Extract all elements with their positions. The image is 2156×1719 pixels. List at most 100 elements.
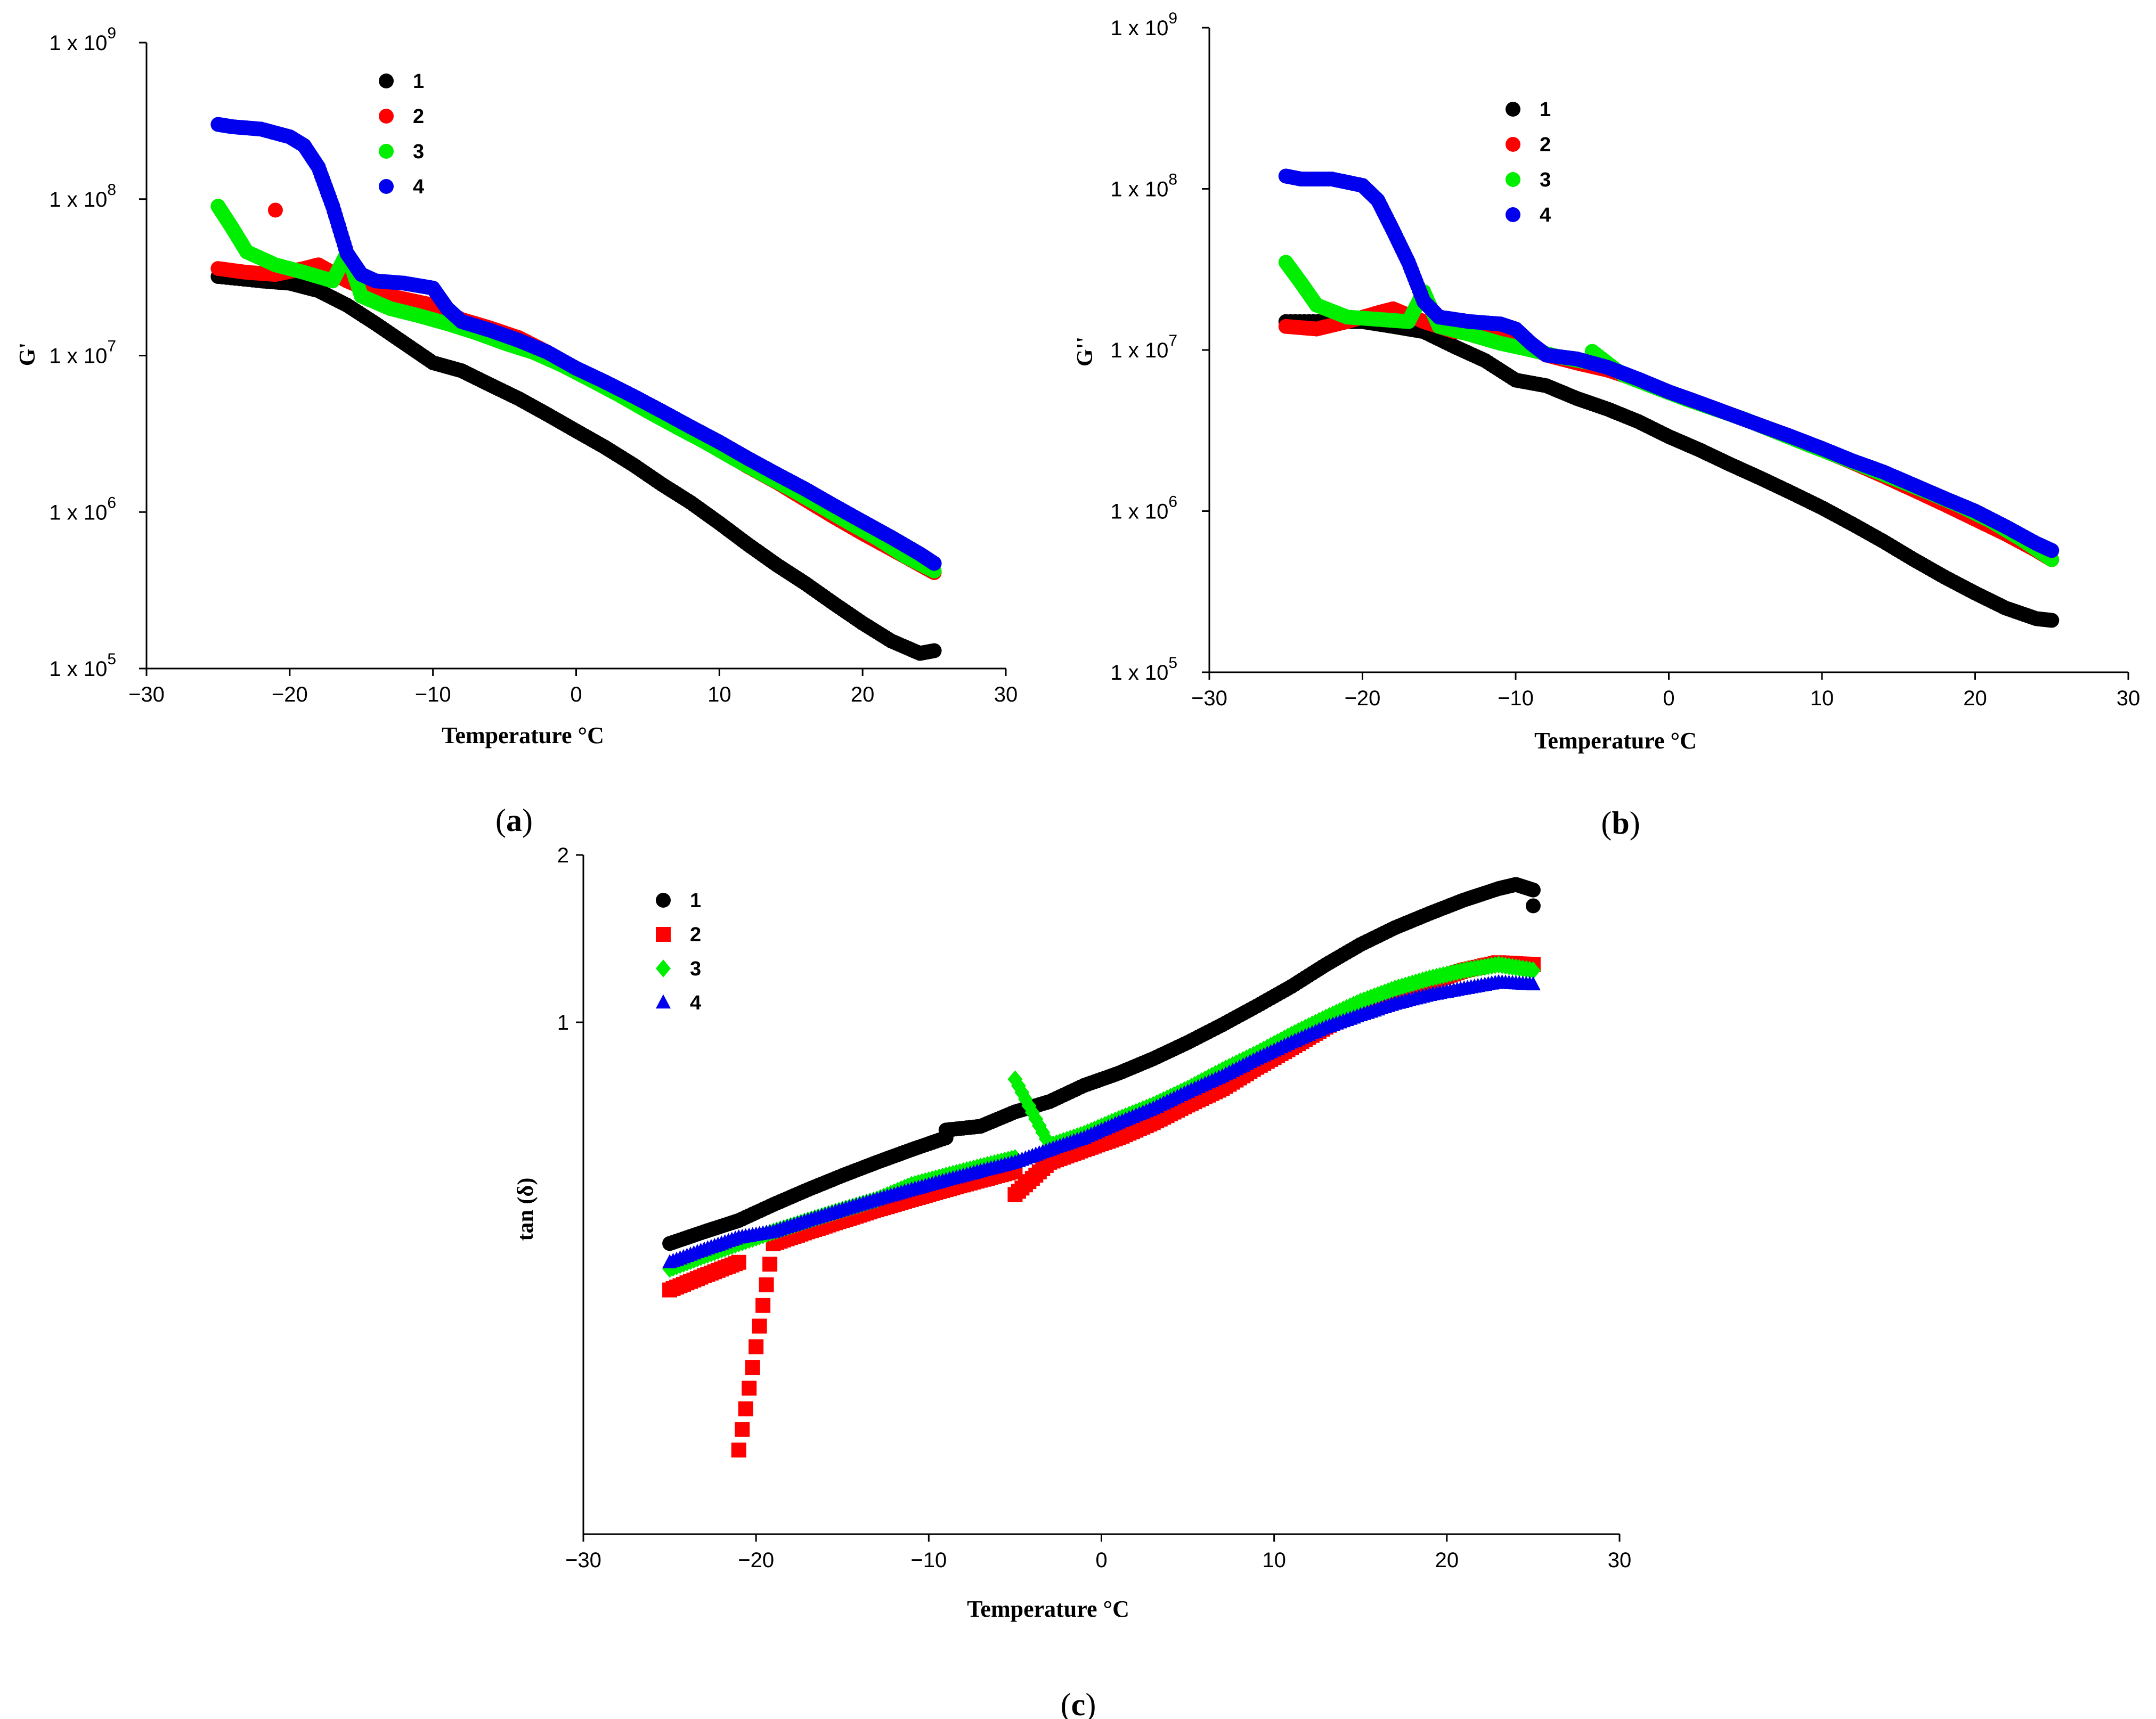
- legend-marker-2: [379, 109, 394, 124]
- y-tick-mantissa: 1 x 10: [1110, 661, 1168, 685]
- legend-marker-1: [379, 74, 394, 88]
- series-4: [210, 117, 942, 571]
- series-1: [662, 877, 1541, 1251]
- caption-a: (a): [495, 803, 533, 838]
- legend-label-1: 1: [690, 890, 701, 912]
- y-axis-label: tan (δ): [514, 1178, 538, 1241]
- point-series-2: [759, 1277, 774, 1292]
- legend-marker-4: [379, 179, 394, 194]
- caption-letter: b: [1612, 805, 1629, 841]
- x-tick-label: −20: [272, 683, 308, 706]
- point-series-2: [745, 1360, 760, 1375]
- x-axis-label: Temperature °C: [967, 1596, 1129, 1622]
- point-series-2: [738, 1401, 753, 1416]
- point-series-1: [1525, 898, 1541, 914]
- y-tick-exponent: 9: [107, 25, 116, 42]
- legend-label-4: 4: [413, 176, 424, 198]
- point-series-1: [1525, 882, 1541, 898]
- x-tick-label: 20: [851, 683, 875, 706]
- y-tick-mantissa: 1 x 10: [49, 501, 107, 524]
- x-tick-label: 20: [1435, 1549, 1459, 1572]
- y-tick-exponent: 9: [1168, 10, 1177, 27]
- x-tick-label: 0: [1095, 1549, 1107, 1572]
- y-axis-label: G': [15, 343, 40, 366]
- y-tick-mantissa: 1 x 10: [1110, 178, 1168, 201]
- x-tick-label: −30: [128, 683, 165, 706]
- x-tick-label: −30: [565, 1549, 601, 1572]
- chart-panel-c: −30 −20 −10 0 10 20 30 1 2 1 2 3 4 Temperature °C tan …: [514, 844, 1631, 1719]
- legend-label-1: 1: [413, 70, 424, 93]
- x-tick-label: 20: [1963, 687, 1987, 710]
- x-tick-label: 30: [994, 683, 1018, 706]
- y-tick-label: 1: [557, 1011, 569, 1034]
- caption-c: (c): [1061, 1687, 1096, 1719]
- caption-letter: c: [1071, 1687, 1086, 1719]
- y-tick-mantissa: 1 x 10: [49, 31, 107, 55]
- caption-close: ): [1630, 805, 1640, 841]
- y-tick-exponent: 7: [1168, 332, 1177, 349]
- caption-open: (: [495, 803, 506, 838]
- y-tick-mantissa: 1 x 10: [49, 345, 107, 368]
- point-series-2: [267, 202, 283, 218]
- y-tick-label: 1 x 106: [1110, 493, 1177, 524]
- legend-marker-3: [1506, 172, 1520, 187]
- point-series-2: [762, 1257, 778, 1272]
- legend-marker-1: [1506, 102, 1520, 117]
- x-axis-label: Temperature °C: [442, 722, 604, 748]
- x-tick-label: −10: [415, 683, 451, 706]
- series-1: [1278, 314, 2060, 628]
- y-tick-exponent: 6: [107, 494, 116, 511]
- y-tick-label: 1 x 106: [49, 494, 116, 524]
- legend-label-1: 1: [1540, 99, 1551, 121]
- point-series-3: [1035, 1123, 1051, 1142]
- x-tick-label: −10: [910, 1549, 947, 1572]
- y-tick-label: 1 x 108: [1110, 171, 1177, 201]
- series-4: [662, 974, 1541, 1268]
- x-tick-label: 30: [1608, 1549, 1632, 1572]
- x-tick-label: 10: [1810, 687, 1834, 710]
- point-series-3: [1038, 1130, 1054, 1148]
- y-tick-mantissa: 1 x 10: [49, 188, 107, 211]
- point-series-2: [752, 1318, 767, 1334]
- y-tick-exponent: 6: [1168, 493, 1177, 511]
- point-series-2: [731, 1443, 746, 1458]
- point-series-3: [1018, 1090, 1033, 1109]
- caption-close: ): [522, 803, 533, 838]
- y-tick-mantissa: 1: [557, 1011, 569, 1034]
- x-tick-label: 10: [1262, 1549, 1286, 1572]
- point-series-3: [1031, 1117, 1047, 1135]
- caption-open: (: [1061, 1687, 1071, 1719]
- legend-label-4: 4: [690, 992, 701, 1014]
- y-tick-label: 1 x 105: [49, 650, 116, 681]
- legend-marker-4: [656, 994, 671, 1009]
- point-series-2: [755, 1298, 771, 1313]
- x-tick-label: 10: [707, 683, 731, 706]
- y-tick-label: 2: [557, 844, 569, 867]
- y-tick-exponent: 8: [107, 181, 116, 199]
- legend-label-2: 2: [413, 105, 424, 128]
- x-tick-label: −20: [738, 1549, 774, 1572]
- x-tick-label: −10: [1498, 687, 1534, 710]
- point-series-4: [1525, 976, 1541, 991]
- caption-letter: a: [506, 803, 522, 838]
- y-tick-exponent: 5: [107, 650, 116, 668]
- caption-b: (b): [1601, 805, 1640, 841]
- y-tick-label: 1 x 107: [49, 338, 116, 368]
- x-tick-label: 0: [1663, 687, 1674, 710]
- x-tick-label: −30: [1191, 687, 1227, 710]
- series-3: [1278, 255, 2060, 567]
- y-tick-exponent: 7: [107, 338, 116, 355]
- y-tick-exponent: 8: [1168, 171, 1177, 189]
- y-tick-exponent: 5: [1168, 654, 1177, 672]
- x-tick-label: −20: [1345, 687, 1381, 710]
- legend-marker-3: [379, 144, 394, 159]
- series-2: [662, 955, 1541, 1458]
- y-tick-label: 1 x 109: [49, 25, 116, 55]
- point-series-1: [2044, 613, 2060, 628]
- series-4: [1278, 168, 2060, 558]
- legend-label-3: 3: [413, 141, 424, 163]
- point-series-2: [731, 1254, 746, 1270]
- point-series-2: [735, 1422, 750, 1437]
